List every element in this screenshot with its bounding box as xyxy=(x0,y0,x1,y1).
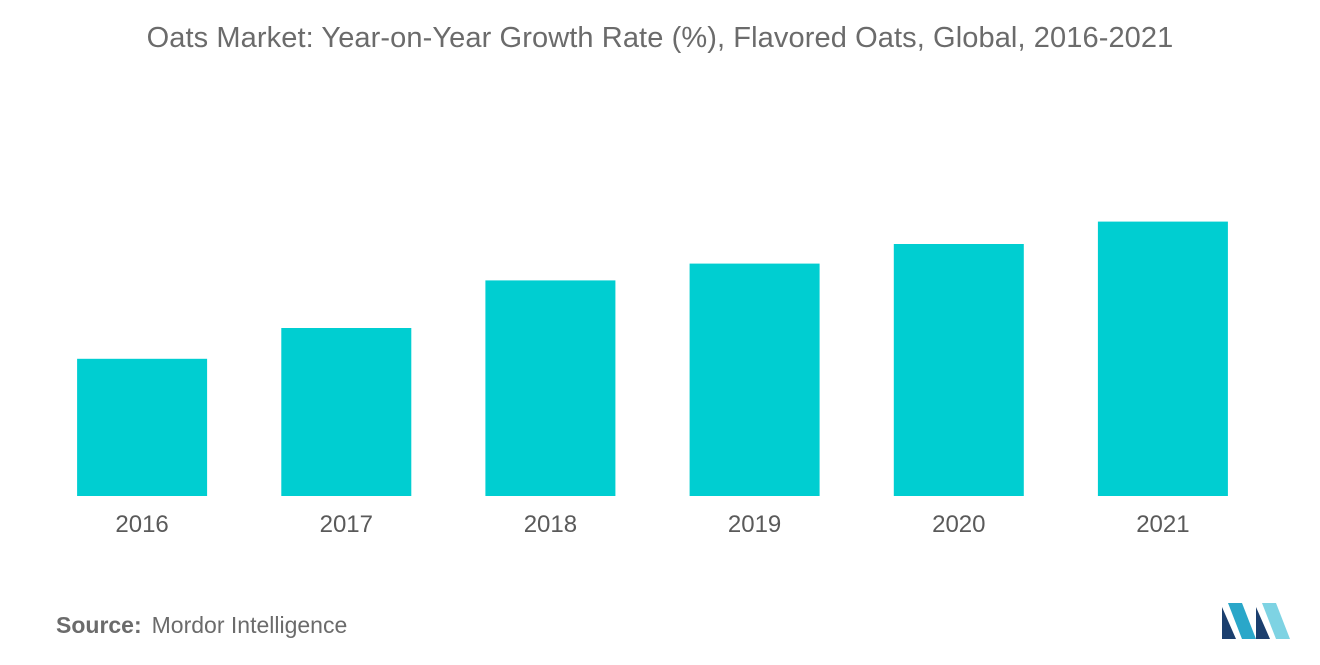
source-text: Mordor Intelligence xyxy=(151,612,348,638)
mordor-intelligence-logo-icon xyxy=(1222,603,1290,639)
bar-2016 xyxy=(77,358,208,496)
x-tick-label-2020: 2020 xyxy=(932,511,985,538)
x-tick-label-2021: 2021 xyxy=(1136,511,1189,538)
source-label: Source: xyxy=(56,612,142,638)
bar-2019 xyxy=(689,263,820,496)
chart-title: Oats Market: Year-on-Year Growth Rate (%… xyxy=(146,22,1174,54)
bar-2020 xyxy=(893,244,1024,496)
x-tick-label-2016: 2016 xyxy=(115,511,168,538)
x-tick-label-2017: 2017 xyxy=(320,511,373,538)
bar-2021 xyxy=(1097,221,1228,496)
x-axis-ticks: 2016 2017 2018 2019 2020 2021 xyxy=(115,511,1189,538)
bar-2018 xyxy=(485,280,616,496)
x-tick-label-2018: 2018 xyxy=(524,511,577,538)
source-note: Source: Mordor Intelligence xyxy=(56,612,347,639)
x-tick-label-2019: 2019 xyxy=(728,511,781,538)
bar-2017 xyxy=(281,328,412,496)
bars-group xyxy=(77,221,1228,496)
bar-chart: 2016 2017 2018 2019 2020 2021 xyxy=(77,221,1228,538)
